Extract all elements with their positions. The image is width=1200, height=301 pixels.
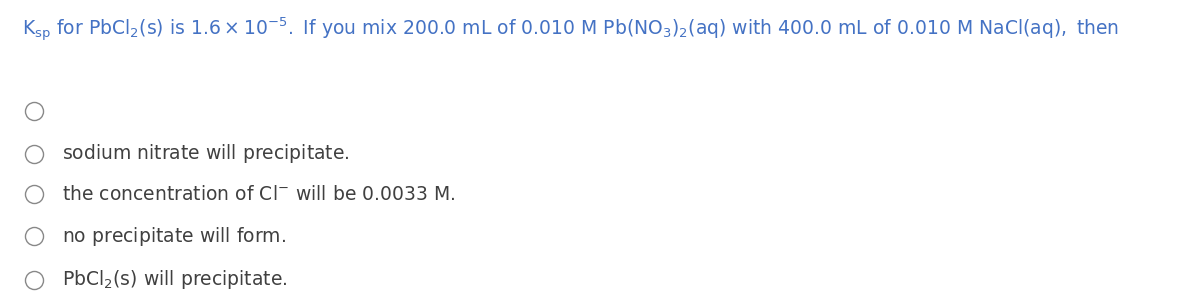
Text: $\mathregular{the\ concentration\ of\ Cl^{-}\ will\ be\ 0.0033\ M.}$: $\mathregular{the\ concentration\ of\ Cl… (62, 185, 456, 204)
Text: $\mathregular{sodium\ nitrate\ will\ precipitate.}$: $\mathregular{sodium\ nitrate\ will\ pre… (62, 142, 350, 165)
Text: $\mathregular{PbCl_{2}(s)\ will\ precipitate.}$: $\mathregular{PbCl_{2}(s)\ will\ precipi… (62, 268, 288, 291)
Text: $\mathregular{K_{sp}}$$\mathregular{\ for\ PbCl_{2}(s)\ is\ 1.6 \times 10^{-5}.\: $\mathregular{K_{sp}}$$\mathregular{\ fo… (22, 17, 1118, 45)
Text: $\mathregular{no\ precipitate\ will\ form.}$: $\mathregular{no\ precipitate\ will\ for… (62, 225, 287, 248)
